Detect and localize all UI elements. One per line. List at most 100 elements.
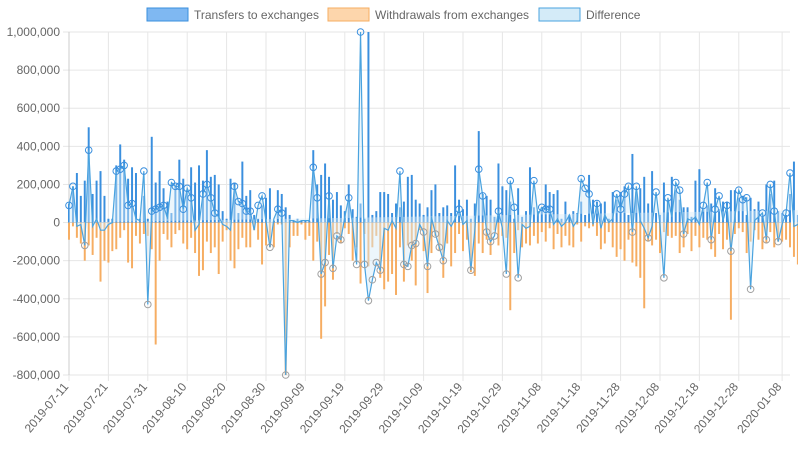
transfers-bar [662,182,665,223]
transfers-bar [442,207,445,223]
withdrawals-bar [631,222,634,263]
transfers-bar [170,213,173,223]
withdrawals-bar [666,222,669,236]
withdrawals-bar [127,222,130,263]
difference-point [620,190,629,198]
difference-point [325,192,333,200]
legend-item-transfers[interactable]: Transfers to exchanges [146,7,319,22]
withdrawals-bar [154,222,157,345]
difference-point [155,203,164,212]
withdrawals-bar [170,222,173,248]
difference-point [727,247,735,255]
legend-item-difference[interactable]: Difference [538,7,641,22]
transfers-bar [489,199,492,223]
withdrawals-bar [458,222,461,234]
x-tick-label: 2020-01-08 [734,380,784,436]
withdrawals-bar [138,222,141,244]
withdrawals-bar [446,222,449,244]
transfers-bar [544,184,547,223]
transfers-bar [698,169,701,223]
difference-point [770,207,779,215]
transfers-bar [229,178,232,223]
withdrawals-bar [454,222,457,254]
withdrawals-bar [99,222,102,282]
transfers-bar [572,211,575,223]
withdrawals-bar [131,222,134,269]
difference-point [376,266,385,274]
withdrawals-bar [718,222,721,234]
transfers-bar [426,207,429,223]
difference-point [203,180,211,189]
withdrawals-bar [588,222,591,229]
difference-point [396,167,404,175]
withdrawals-bar [674,222,677,236]
transfers-bar [525,211,528,223]
difference-point [494,207,503,215]
withdrawals-bar [430,222,433,254]
difference-point [506,176,515,185]
difference-point [707,235,716,244]
transfers-bar [528,167,531,223]
withdrawals-bar [627,222,630,240]
transfers-bar [150,136,153,223]
withdrawals-bar [651,222,654,246]
withdrawals-bar [560,222,563,248]
withdrawals-bar [796,222,798,265]
transfers-bar [95,180,98,223]
legend-item-withdrawals[interactable]: Withdrawals from exchanges [327,7,529,22]
transfers-bar [347,184,350,223]
withdrawals-bar [178,222,181,231]
withdrawals-bar [686,222,689,234]
transfers-bar [103,195,106,223]
difference-point [407,241,416,250]
withdrawals-bar [517,222,520,231]
difference-point [632,182,641,191]
transfers-bar [718,209,721,223]
difference-point [128,199,136,208]
transfers-bar [422,214,425,223]
difference-point [715,192,723,200]
transfers-bar [280,193,283,223]
difference-point [199,190,207,198]
withdrawals-bar [698,222,701,248]
difference-point [537,203,546,212]
transfers-bar [757,201,760,223]
transfers-bar [115,165,118,223]
withdrawals-bar [134,222,137,236]
transfers-bar [647,203,650,223]
transfers-bar [469,218,472,223]
difference-point [183,184,191,193]
withdrawals-bar [595,222,598,236]
withdrawals-bar [190,222,193,238]
difference-point [116,165,125,173]
withdrawals-bar [781,222,784,242]
difference-point [321,258,329,267]
withdrawals-bar [761,222,764,250]
withdrawals-bar [556,222,559,234]
withdrawals-bar [387,222,390,282]
difference-point [124,201,132,210]
transfers-bar [178,159,181,223]
difference-point [675,186,684,194]
withdrawals-bar [391,222,394,275]
transfers-bar [91,193,94,223]
difference-point [593,199,601,208]
difference-point [179,205,188,214]
transfers-bar [312,150,315,223]
withdrawals-bar [469,222,472,273]
difference-point [246,207,255,215]
transfers-bar [68,203,70,223]
transfers-bar [765,184,768,223]
withdrawals-bar [328,222,331,255]
withdrawals-bar [552,222,555,250]
withdrawals-bar [292,222,295,236]
withdrawals-bar [497,222,500,246]
legend: Transfers to exchanges Withdrawals from … [146,7,641,22]
difference-point [317,270,325,278]
transfers-bar [414,199,417,223]
difference-point [585,190,593,198]
withdrawals-bar [635,222,638,267]
transfers-bar [540,207,543,223]
withdrawals-bar [103,222,106,261]
withdrawals-bar [245,222,248,248]
